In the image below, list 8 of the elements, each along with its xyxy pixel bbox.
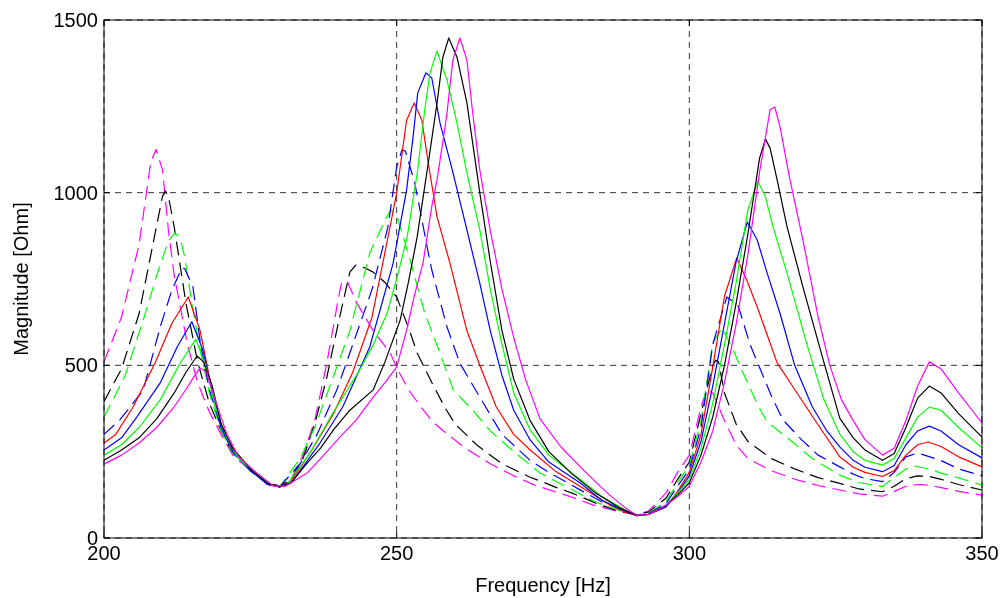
- x-axis-title: Frequency [Hz]: [475, 574, 611, 596]
- x-tick-label: 250: [379, 542, 414, 564]
- x-tick-label: 350: [965, 542, 999, 564]
- y-tick-label: 1000: [53, 181, 98, 204]
- y-axis-title: Magnitude [Ohm]: [10, 202, 32, 356]
- y-tick-label: 1500: [53, 9, 98, 31]
- y-tick-label: 500: [64, 354, 98, 377]
- x-tick-label: 300: [672, 542, 707, 564]
